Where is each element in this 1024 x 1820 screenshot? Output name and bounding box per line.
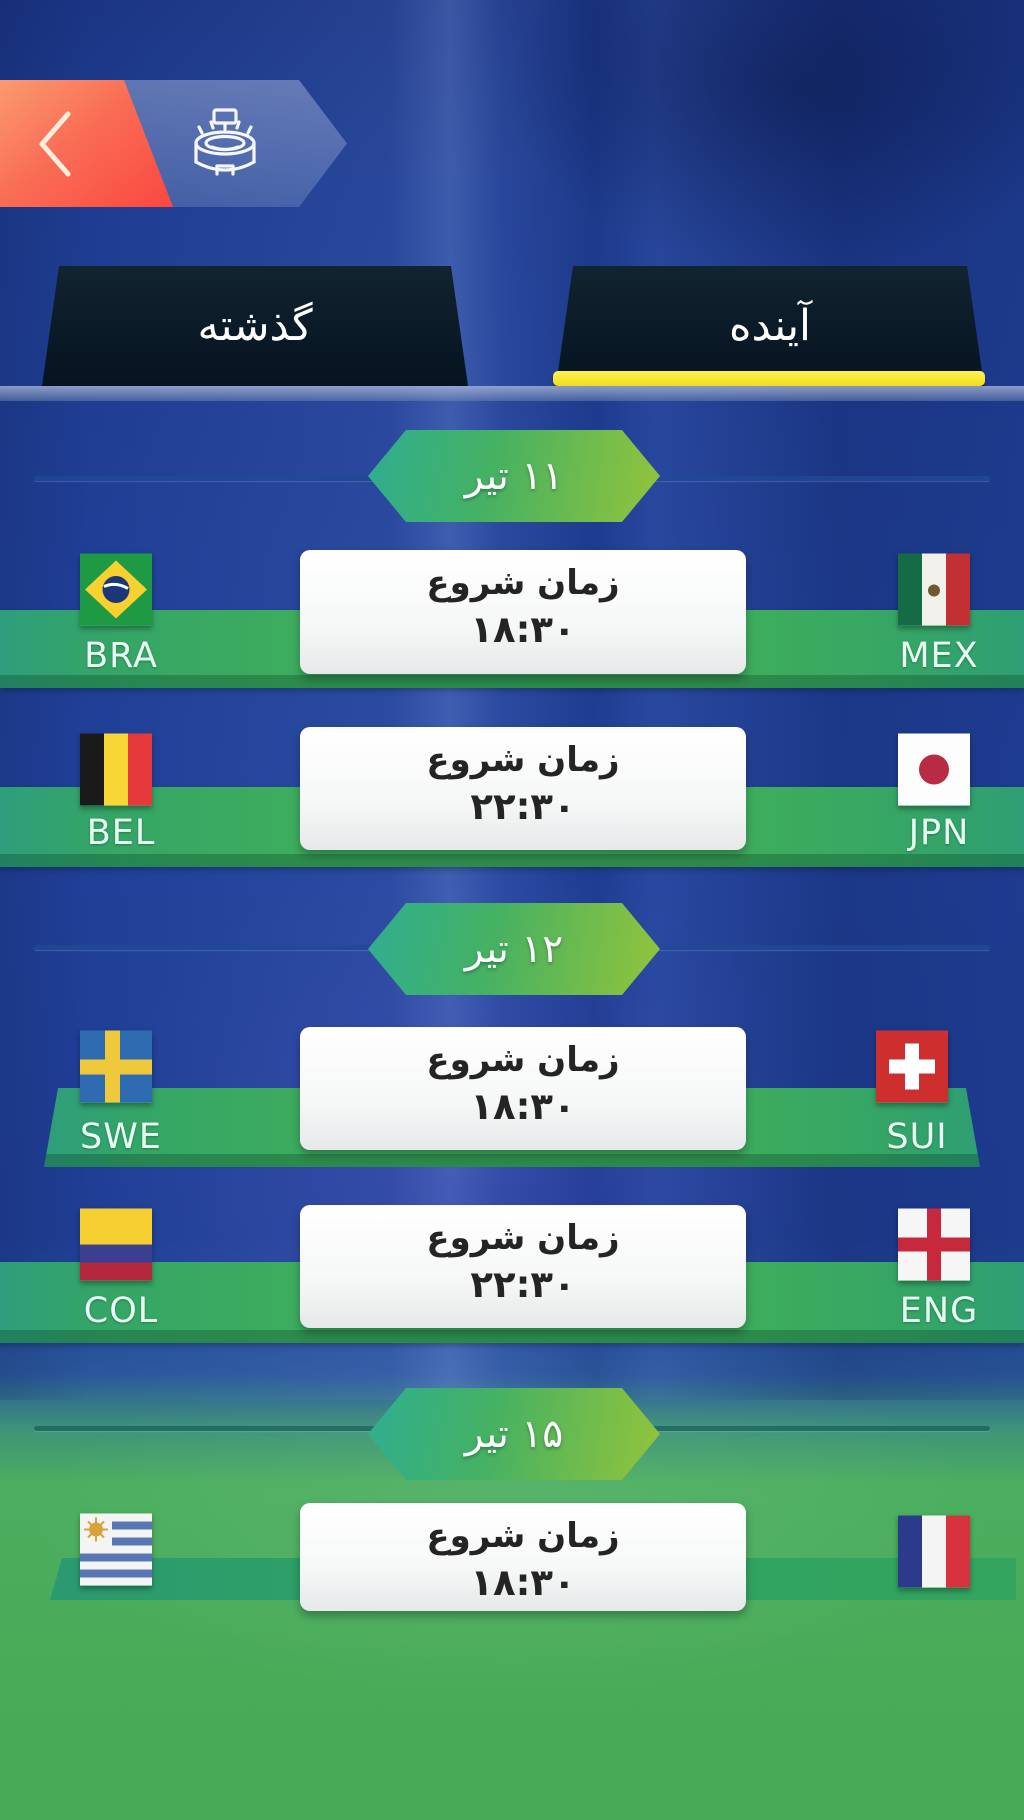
start-time-value: ۱۸:۳۰ (470, 1085, 576, 1128)
team-code-right: ENG (899, 1291, 979, 1331)
mexico-flag (898, 553, 970, 626)
start-time-card: زمان شروع ۱۸:۳۰ (300, 1503, 746, 1611)
tab-shelf-divider (0, 386, 1024, 401)
start-time-card: زمان شروع ۱۸:۳۰ (300, 1027, 746, 1150)
team-code-left: BRA (84, 636, 158, 676)
date-badge: ۱۵ تیر (368, 1388, 660, 1480)
tab-past-label: گذشته (197, 301, 313, 351)
team-code-left: COL (83, 1291, 159, 1331)
tab-past[interactable]: گذشته (42, 266, 468, 386)
date-badge-label: ۱۲ تیر (464, 926, 564, 972)
switzerland-flag (876, 1030, 948, 1103)
active-tab-underline (553, 371, 985, 386)
date-badge: ۱۲ تیر (368, 903, 660, 995)
start-time-value: ۲۲:۳۰ (470, 785, 576, 828)
start-time-value: ۱۸:۳۰ (470, 608, 576, 651)
team-code-right: MEX (899, 636, 979, 676)
start-time-label: زمان شروع (426, 740, 620, 780)
team-code-right: JPN (908, 813, 970, 853)
japan-flag (898, 733, 970, 806)
start-time-card: زمان شروع ۱۸:۳۰ (300, 550, 746, 674)
date-badge: ۱۱ تیر (368, 430, 660, 522)
date-badge-label: ۱۱ تیر (464, 453, 564, 499)
uruguay-flag (80, 1513, 152, 1586)
chevron-left-icon (39, 111, 71, 177)
header-banner (0, 80, 347, 207)
start-time-value: ۲۲:۳۰ (470, 1263, 576, 1306)
start-time-value: ۱۸:۳۰ (470, 1561, 576, 1604)
back-button[interactable] (34, 109, 78, 179)
start-time-label: زمان شروع (426, 1516, 620, 1556)
tab-future[interactable]: آینده (556, 266, 984, 386)
start-time-card: زمان شروع ۲۲:۳۰ (300, 1205, 746, 1328)
stadium-background-blur (0, 0, 1024, 1400)
start-time-card: زمان شروع ۲۲:۳۰ (300, 727, 746, 850)
start-time-label: زمان شروع (426, 1218, 620, 1258)
start-time-label: زمان شروع (426, 563, 620, 603)
colombia-flag (80, 1208, 152, 1281)
france-flag (898, 1515, 970, 1588)
team-code-left: SWE (80, 1117, 162, 1157)
england-flag (898, 1208, 970, 1281)
sweden-flag (80, 1030, 152, 1103)
stadium-icon (182, 106, 268, 184)
tab-future-label: آینده (729, 301, 811, 351)
date-badge-label: ۱۵ تیر (464, 1411, 564, 1457)
start-time-label: زمان شروع (426, 1040, 620, 1080)
team-code-left: BEL (86, 813, 156, 853)
belgium-flag (80, 733, 152, 806)
team-code-right: SUI (886, 1117, 948, 1157)
brazil-flag (80, 553, 152, 626)
